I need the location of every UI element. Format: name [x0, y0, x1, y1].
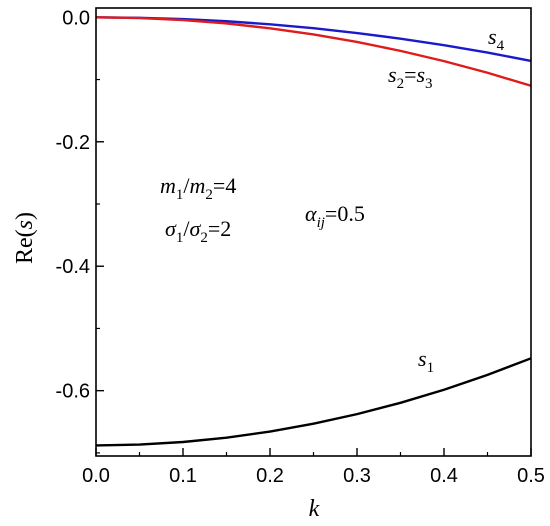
- annotation-mass-ratio: m1/m2=4: [160, 173, 236, 203]
- x-tick-label: 0.2: [256, 465, 284, 487]
- curves: [95, 16, 532, 447]
- plot-frame: [95, 7, 532, 457]
- annotation-sigma-ratio: σ1/σ2=2: [165, 216, 231, 246]
- y-tick-label: -0.2: [56, 132, 90, 154]
- annotation-alpha: αij=0.5: [305, 201, 365, 231]
- series-line-s2-s3: [95, 16, 532, 87]
- series-label-s1: s1: [418, 346, 434, 376]
- y-tick-label: -0.4: [56, 256, 90, 278]
- x-axis-title: k: [309, 496, 320, 522]
- ticks: 0.0 0.1 0.2 0.3 0.4 0.5 0.0 -0.2 -0.4 -0.6: [56, 7, 545, 487]
- series-line-s4: [95, 16, 532, 63]
- y-axis-title: Re(s): [12, 212, 38, 264]
- x-tick-label: 0.3: [343, 465, 371, 487]
- x-tick-label: 0.1: [169, 465, 197, 487]
- x-tick-label: 0.4: [430, 465, 458, 487]
- series-line-s1: [95, 357, 532, 447]
- y-tick-label: 0.0: [62, 7, 90, 29]
- y-tick-label: -0.6: [56, 381, 90, 403]
- x-tick-label: 0.5: [517, 465, 545, 487]
- series-label-s2-s3: s2=s3: [388, 62, 433, 92]
- series-label-s4: s4: [488, 24, 505, 54]
- x-tick-label: 0.0: [82, 465, 110, 487]
